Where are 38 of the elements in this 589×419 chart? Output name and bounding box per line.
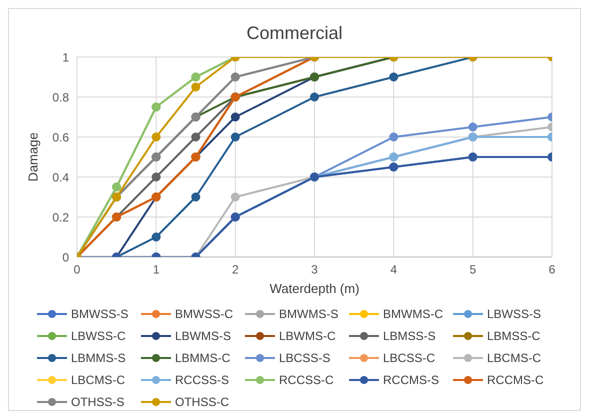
legend-label: BMWMS-S: [279, 307, 338, 321]
legend-label: LBWSS-C: [71, 329, 126, 343]
legend-label: LBMSS-C: [487, 329, 540, 343]
x-tick-label: 3: [311, 262, 318, 277]
legend-label: LBWMS-S: [175, 329, 232, 343]
legend-label: LBWMS-C: [279, 329, 336, 343]
legend-label: RCCMS-C: [487, 373, 544, 387]
y-tick-label: 0: [62, 250, 70, 264]
legend-label: LBCMS-C: [487, 351, 542, 365]
legend-label: BMWMS-C: [383, 307, 443, 321]
y-tick-label: 0.8: [52, 90, 70, 104]
x-tick-label: 6: [548, 262, 556, 277]
x-tick-label: 2: [232, 262, 239, 277]
x-tick-label: 1: [152, 262, 160, 277]
legend-label: RCCSS-C: [279, 373, 334, 387]
legend-label: BMWSS-C: [175, 307, 233, 321]
legend-label: RCCSS-S: [175, 373, 230, 387]
y-tick-label: 0.4: [52, 170, 70, 184]
x-axis-title: Waterdepth (m): [270, 281, 360, 296]
legend-label: LBMSS-S: [383, 329, 436, 343]
y-tick-label: 0.2: [52, 210, 70, 224]
chart-title: Commercial: [245, 22, 344, 45]
legend-label: OTHSS-S: [71, 395, 124, 409]
legend-label: LBCMS-C: [71, 373, 126, 387]
legend-label: BMWSS-S: [71, 307, 128, 321]
legend-label: OTHSS-C: [175, 395, 229, 409]
legend-label: LBCSS-S: [279, 351, 330, 365]
x-tick-label: 4: [390, 262, 398, 277]
legend-label: LBCSS-C: [383, 351, 436, 365]
x-tick-label: 5: [469, 262, 476, 277]
legend-label: RCCMS-S: [383, 373, 439, 387]
legend-label: LBMMS-C: [175, 351, 230, 365]
y-axis-title: Damage: [26, 132, 41, 182]
y-tick-label: 1: [62, 50, 70, 64]
x-tick-label: 0: [74, 262, 81, 277]
legend-label: LBMMS-S: [71, 351, 126, 365]
legend-label: LBWSS-S: [487, 307, 542, 321]
y-tick-label: 0.6: [52, 130, 70, 144]
